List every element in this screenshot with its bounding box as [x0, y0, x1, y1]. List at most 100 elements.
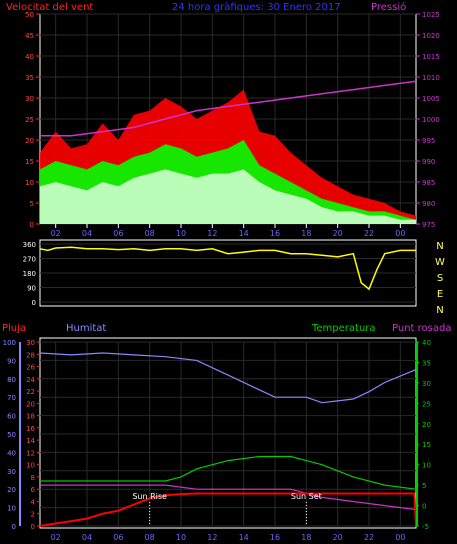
pressure-tick-label: 975: [422, 221, 435, 229]
x-tick-label: 22: [364, 229, 374, 238]
wind-tick-label: 35: [25, 74, 34, 82]
rain-tick-label: 4: [31, 498, 36, 506]
humidity-tick-label: 20: [7, 486, 16, 494]
rain-tick-label: 16: [26, 425, 35, 433]
rain-tick-label: 28: [26, 351, 35, 359]
humidity-tick-label: 90: [7, 357, 16, 365]
direction-tick-label: 180: [23, 270, 36, 278]
pressure-tick-label: 1015: [422, 53, 440, 61]
rain-tick-label: 20: [26, 400, 35, 408]
temp-tick-label: -5: [422, 523, 429, 531]
pressure-tick-label: 985: [422, 179, 435, 187]
x-tick-label: 14: [239, 533, 249, 542]
x-tick-label: 14: [239, 229, 249, 238]
x-tick-label: 00: [395, 533, 405, 542]
rain-tick-label: 22: [26, 388, 35, 396]
x-tick-label: 18: [301, 533, 311, 542]
humidity-tick-label: 10: [7, 505, 16, 513]
wind-tick-label: 45: [25, 32, 34, 40]
pressure-tick-label: 990: [422, 158, 435, 166]
series-dew_point-line: [40, 484, 417, 511]
x-tick-label: 04: [82, 229, 92, 238]
x-tick-label: 02: [51, 533, 61, 542]
humidity-tick-label: 70: [7, 394, 16, 402]
series-rain-line: [39, 492, 417, 527]
compass-label: E: [437, 289, 443, 300]
temp-tick-label: 0: [422, 503, 426, 511]
wind-tick-label: 40: [25, 53, 34, 61]
wind-panel-grid: [40, 13, 416, 225]
temp-tick-label: 25: [422, 400, 431, 408]
sunrise-label: Sun Rise: [132, 492, 167, 501]
direction-tick-label: 270: [23, 256, 36, 264]
x-tick-label: 16: [270, 533, 280, 542]
rain-tick-label: 12: [26, 449, 35, 457]
rain-tick-label: 14: [26, 437, 35, 445]
series-pressure-line: [40, 80, 417, 137]
temp-panel-frame: [39, 337, 417, 529]
x-tick-label: 10: [176, 229, 186, 238]
pressure-tick-label: 995: [422, 137, 435, 145]
sunset-label: Sun Set: [291, 492, 322, 501]
x-tick-label: 16: [270, 229, 280, 238]
humidity-tick-label: 30: [7, 468, 16, 476]
temp-tick-label: 30: [422, 380, 431, 388]
compass-label: N: [436, 241, 443, 252]
chart-title: 24 hora gràfiques: 30 Enero 2017: [172, 1, 341, 13]
wind-tick-label: 20: [25, 137, 34, 145]
temp-tick-label: 20: [422, 421, 431, 429]
temp-tick-label: 5: [422, 482, 426, 490]
wind-panel-series: [40, 80, 417, 224]
series-humidity-line: [39, 352, 417, 404]
x-tick-label: 20: [333, 229, 343, 238]
pressure-tick-label: 1025: [422, 11, 440, 19]
compass-label: W: [435, 257, 445, 268]
pressure-tick-label: 1000: [422, 116, 440, 124]
humidity-tick-label: 40: [7, 449, 16, 457]
series-wind_speed-area: [40, 169, 416, 224]
x-tick-label: 06: [113, 229, 123, 238]
direction-tick-label: 90: [27, 285, 36, 293]
rain-tick-label: 0: [31, 523, 35, 531]
rain-title: Pluja: [2, 323, 26, 334]
x-tick-label: 22: [364, 533, 374, 542]
direction-tick-label: 0: [32, 299, 36, 307]
rain-tick-label: 26: [26, 364, 35, 372]
direction-tick-label: 360: [23, 241, 36, 249]
wind-tick-label: 30: [25, 95, 34, 103]
humidity-tick-label: 0: [12, 523, 16, 531]
x-tick-label: 08: [145, 229, 155, 238]
rain-tick-label: 10: [26, 462, 35, 470]
wind-tick-label: 50: [25, 11, 34, 19]
wind-tick-label: 0: [30, 221, 34, 229]
compass-label: N: [436, 305, 443, 316]
rain-tick-label: 30: [26, 339, 35, 347]
x-tick-label: 02: [51, 229, 61, 238]
x-tick-label: 08: [145, 533, 155, 542]
humidity-tick-label: 50: [7, 431, 16, 439]
rain-tick-label: 8: [31, 474, 35, 482]
x-tick-label: 12: [207, 229, 217, 238]
wind-panel-labels: 0510152025303540455097598098599099510001…: [25, 11, 440, 238]
rain-tick-label: 18: [26, 413, 35, 421]
pressure-tick-label: 1010: [422, 74, 440, 82]
x-tick-label: 18: [301, 229, 311, 238]
x-tick-label: 00: [395, 229, 405, 238]
x-tick-label: 10: [176, 533, 186, 542]
dew-point-title: Punt rosada: [392, 323, 451, 334]
temp-panel-labels: 0102030405060708090100024681012141618202…: [3, 339, 431, 542]
rain-tick-label: 24: [26, 376, 35, 384]
x-tick-label: 20: [333, 533, 343, 542]
humidity-title: Humitat: [66, 323, 106, 334]
pressure-tick-label: 1005: [422, 95, 440, 103]
temp-tick-label: 35: [422, 359, 431, 367]
rain-tick-label: 2: [31, 511, 35, 519]
pressure-tick-label: 1020: [422, 32, 440, 40]
x-tick-label: 06: [113, 533, 123, 542]
temp-panel-grid: [40, 341, 416, 527]
wind-tick-label: 5: [30, 200, 34, 208]
wind-tick-label: 15: [25, 158, 34, 166]
wind-tick-label: 25: [25, 116, 34, 124]
